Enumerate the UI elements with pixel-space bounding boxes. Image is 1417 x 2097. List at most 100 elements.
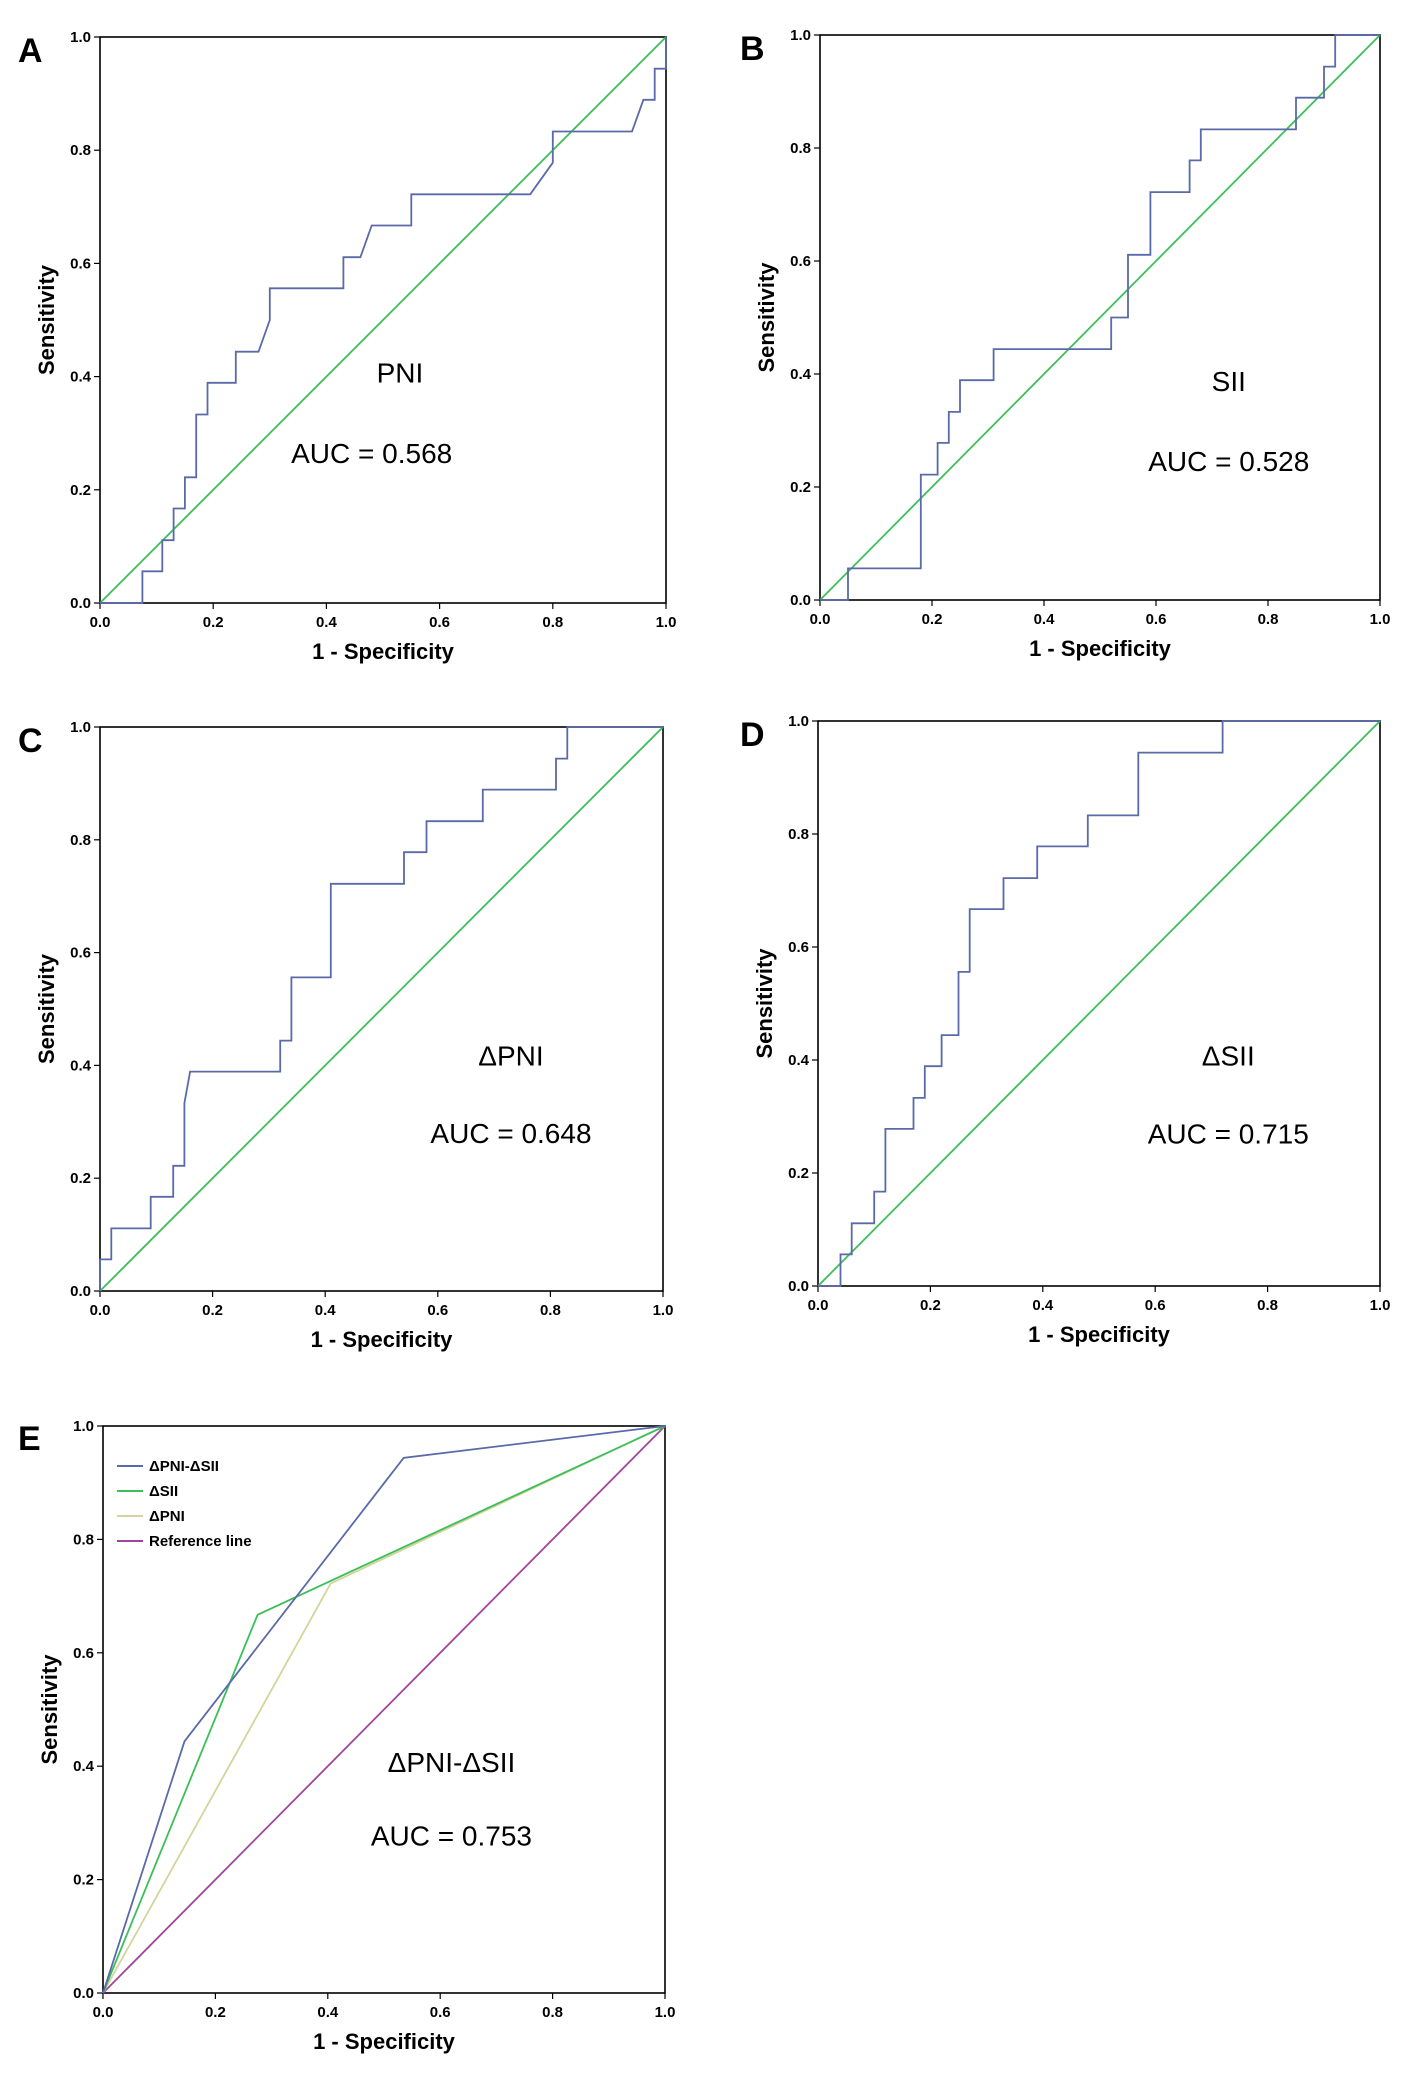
y-axis-title-b: Sensitivity (754, 262, 779, 373)
y-tick-label-a: 1.0 (70, 29, 91, 46)
legend-label: ΔSII (149, 1483, 178, 1500)
x-tick-label-e: 0.6 (430, 2004, 451, 2021)
x-tick-label-a: 0.6 (429, 614, 450, 631)
plot-frame-a (99, 36, 667, 604)
x-tick-label-b: 0.6 (1146, 611, 1167, 628)
y-tick-label-d: 1.0 (788, 713, 809, 730)
panel-d: D 0.0 0.0 0.2 0.2 0.4 0.4 0.6 0.6 0.8 0.8 1.0 1.0 1 -… (740, 713, 1390, 1347)
y-tick-label-c: 0.4 (70, 1057, 92, 1074)
y-tick-label-b: 1.0 (790, 27, 811, 44)
y-tick-label-a: 0.8 (70, 142, 91, 159)
auc-label-a: AUC = 0.568 (291, 438, 452, 469)
auc-label-d: AUC = 0.715 (1148, 1119, 1309, 1150)
panel-letter-b: B (740, 30, 765, 68)
y-tick-label-c: 0.6 (70, 945, 91, 962)
panel-letter-e: E (18, 1420, 41, 1458)
marker-label-c: ΔPNI (478, 1040, 543, 1071)
y-tick-label-a: 0.2 (70, 482, 91, 499)
y-tick-label-b: 0.6 (790, 253, 811, 270)
x-tick-label-d: 0.2 (920, 1297, 941, 1314)
y-tick-label-a: 0.6 (70, 255, 91, 272)
y-tick-label-e: 0.0 (73, 1985, 94, 2002)
x-axis-title-c: 1 - Specificity (311, 1327, 454, 1352)
x-axis-title-e: 1 - Specificity (313, 2029, 456, 2054)
y-axis-title-d: Sensitivity (752, 948, 777, 1059)
y-tick-label-b: 0.8 (790, 140, 811, 157)
x-tick-label-d: 0.4 (1032, 1297, 1054, 1314)
roc-curve-d-reference (817, 720, 1381, 1287)
x-tick-label-d: 0.8 (1257, 1297, 1278, 1314)
x-tick-label-d: 0.0 (808, 1297, 829, 1314)
y-tick-label-e: 0.8 (73, 1531, 94, 1548)
y-tick-label-d: 0.8 (788, 826, 809, 843)
x-tick-label-e: 0.8 (542, 2004, 563, 2021)
y-tick-label-e: 0.2 (73, 1872, 94, 1889)
y-tick-label-c: 0.0 (70, 1283, 91, 1300)
x-tick-label-e: 1.0 (655, 2004, 676, 2021)
x-tick-label-a: 0.8 (542, 614, 563, 631)
x-tick-label-c: 0.8 (540, 1302, 561, 1319)
x-tick-label-e: 0.4 (317, 2004, 339, 2021)
panel-b: B 0.0 0.0 0.2 0.2 0.4 0.4 0.6 0.6 0.8 0.8 1.0 1.0 1 -… (740, 27, 1390, 661)
legend-label: Reference line (149, 1533, 252, 1550)
y-tick-label-d: 0.0 (788, 1278, 809, 1295)
roc-curve-c-delta-pni (99, 726, 663, 1291)
roc-curve-d-delta-sii (818, 720, 1380, 1287)
marker-label-d: ΔSII (1202, 1041, 1255, 1072)
y-tick-label-c: 0.8 (70, 832, 91, 849)
y-tick-label-e: 0.4 (73, 1758, 95, 1775)
x-tick-label-b: 1.0 (1370, 611, 1391, 628)
auc-label-e: AUC = 0.753 (371, 1821, 532, 1852)
panel-letter-a: A (18, 32, 43, 70)
roc-curve-a-pni (100, 37, 667, 604)
auc-label-b: AUC = 0.528 (1148, 446, 1309, 477)
x-tick-label-c: 0.0 (90, 1302, 111, 1319)
x-tick-label-b: 0.8 (1258, 611, 1279, 628)
y-axis-title-c: Sensitivity (34, 953, 59, 1064)
x-tick-label-b: 0.4 (1034, 611, 1056, 628)
x-axis-title-d: 1 - Specificity (1028, 1322, 1171, 1347)
y-tick-label-e: 0.6 (73, 1645, 94, 1662)
x-tick-label-a: 0.2 (203, 614, 224, 631)
x-tick-label-c: 0.6 (427, 1302, 448, 1319)
x-tick-label-d: 0.6 (1145, 1297, 1166, 1314)
panel-e: E 0.0 0.0 0.2 0.2 0.4 0.4 0.6 0.6 0.8 0.8 1.0 1.0 1 -… (18, 1418, 675, 2054)
panel-a: A 0.0 0.0 0.2 0.2 0.4 0.4 0.6 0.6 0.8 0.8 1.0 1.0 1 -… (18, 29, 676, 664)
y-tick-label-e: 1.0 (73, 1418, 94, 1435)
x-tick-label-b: 0.0 (810, 611, 831, 628)
x-tick-label-a: 0.0 (90, 614, 111, 631)
marker-label-b: SII (1212, 366, 1246, 397)
plot-frame-c (99, 726, 664, 1292)
y-tick-label-b: 0.0 (790, 592, 811, 609)
x-tick-label-d: 1.0 (1370, 1297, 1391, 1314)
marker-label-e: ΔPNI-ΔSII (388, 1747, 516, 1778)
x-tick-label-e: 0.2 (205, 2004, 226, 2021)
x-axis-title-a: 1 - Specificity (312, 639, 455, 664)
roc-curve-a-reference (99, 36, 667, 604)
roc-curve-e-delta-pni-delta-sii (102, 1425, 666, 1994)
y-tick-label-c: 0.2 (70, 1170, 91, 1187)
x-tick-label-b: 0.2 (922, 611, 943, 628)
y-tick-label-d: 0.2 (788, 1165, 809, 1182)
panel-letter-d: D (740, 716, 765, 754)
x-tick-label-c: 0.2 (202, 1302, 223, 1319)
plot-frame-d (817, 720, 1381, 1287)
y-axis-title-a: Sensitivity (34, 264, 59, 375)
marker-label-a: PNI (377, 357, 424, 388)
plot-frame-e (102, 1425, 666, 1994)
y-tick-label-d: 0.4 (788, 1052, 810, 1069)
legend-label: ΔPNI-ΔSII (149, 1458, 219, 1475)
panel-letter-c: C (18, 722, 43, 760)
roc-curve-c-reference (99, 726, 664, 1292)
y-axis-title-e: Sensitivity (37, 1654, 62, 1765)
plot-frame-b (819, 34, 1381, 601)
y-tick-label-b: 0.4 (790, 366, 812, 383)
x-tick-label-c: 1.0 (653, 1302, 674, 1319)
legend: ΔPNI-ΔSII ΔSII ΔPNI Reference line (117, 1458, 252, 1550)
roc-curve-b-sii (820, 34, 1380, 601)
y-tick-label-a: 0.0 (70, 595, 91, 612)
x-tick-label-c: 0.4 (315, 1302, 337, 1319)
roc-curve-e-delta-sii (102, 1425, 666, 1994)
y-tick-label-d: 0.6 (788, 939, 809, 956)
